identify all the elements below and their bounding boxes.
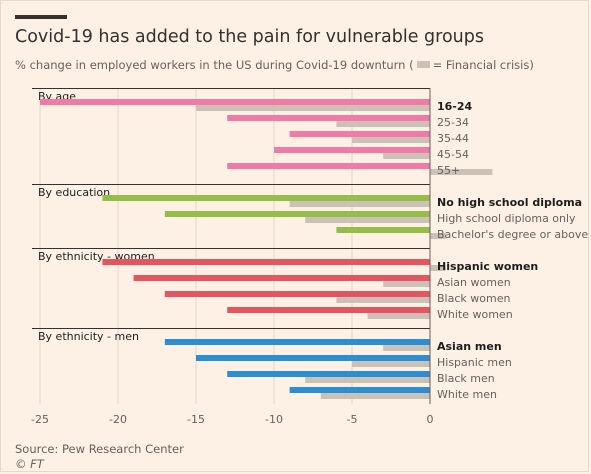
financial-crisis-bar — [196, 105, 430, 111]
financial-crisis-legend-swatch — [416, 61, 430, 68]
covid-bar — [227, 163, 430, 169]
category-label: Black men — [437, 372, 495, 385]
financial-crisis-bar — [320, 393, 430, 399]
category-label: White women — [437, 308, 513, 321]
covid-bar — [336, 227, 430, 233]
category-label: No high school diploma — [437, 196, 582, 209]
financial-crisis-bar — [367, 313, 430, 319]
covid-bar — [289, 131, 430, 137]
covid-bar — [289, 387, 430, 393]
category-label: High school diploma only — [437, 212, 576, 225]
category-label: 16-24 — [437, 100, 473, 113]
x-tick-label: -20 — [109, 413, 127, 426]
financial-crisis-bar — [305, 377, 430, 383]
covid-bar — [196, 355, 430, 361]
category-label: Bachelor's degree or above — [437, 228, 588, 241]
source-note: Source: Pew Research Center — [15, 442, 184, 456]
category-label: Hispanic women — [437, 260, 538, 273]
covid-bar — [227, 371, 430, 377]
x-tick-label: 0 — [427, 413, 434, 426]
covid-bar — [133, 275, 430, 281]
category-label: 35-44 — [437, 132, 469, 145]
covid-bar — [164, 211, 431, 217]
chart-title: Covid-19 has added to the pain for vulne… — [15, 27, 484, 47]
title-accent-bar — [15, 15, 67, 19]
financial-crisis-bar — [352, 137, 430, 143]
x-tick-label: -25 — [31, 413, 49, 426]
covid-bar — [164, 291, 431, 297]
covid-bar — [164, 339, 431, 345]
x-tick-label: -5 — [347, 413, 358, 426]
covid-bar — [40, 99, 430, 105]
category-label: Hispanic men — [437, 356, 512, 369]
covid-bar — [227, 115, 430, 121]
financial-crisis-bar — [289, 201, 430, 207]
legend-label-financial-crisis: = Financial crisis) — [432, 58, 534, 72]
category-label: 45-54 — [437, 148, 469, 161]
category-label: Asian women — [437, 276, 511, 289]
category-label: 25-34 — [437, 116, 469, 129]
subtitle-text: % change in employed workers in the US d… — [15, 58, 414, 72]
financial-crisis-bar — [430, 265, 446, 271]
covid-bar — [274, 147, 430, 153]
financial-crisis-bar — [336, 121, 430, 127]
covid-bar — [102, 195, 431, 201]
group-label: By ethnicity - men — [38, 330, 139, 343]
financial-crisis-bar — [430, 169, 493, 175]
financial-crisis-bar — [305, 217, 430, 223]
covid-bar — [227, 307, 430, 313]
financial-crisis-bar — [383, 281, 430, 287]
financial-crisis-bar — [383, 153, 430, 159]
x-tick-label: -10 — [265, 413, 283, 426]
covid-bar — [102, 259, 431, 265]
financial-crisis-bar — [383, 345, 430, 351]
category-label: White men — [437, 388, 497, 401]
chart-subtitle: % change in employed workers in the US d… — [15, 58, 534, 72]
financial-crisis-bar — [430, 233, 446, 239]
financial-crisis-bar — [352, 361, 430, 367]
category-label: 55+ — [437, 164, 460, 177]
financial-crisis-bar — [336, 297, 430, 303]
category-label: Black women — [437, 292, 510, 305]
category-label: Asian men — [437, 340, 502, 353]
x-tick-label: -15 — [187, 413, 205, 426]
ft-credit: © FT — [15, 457, 44, 471]
group-label: By education — [38, 186, 110, 199]
